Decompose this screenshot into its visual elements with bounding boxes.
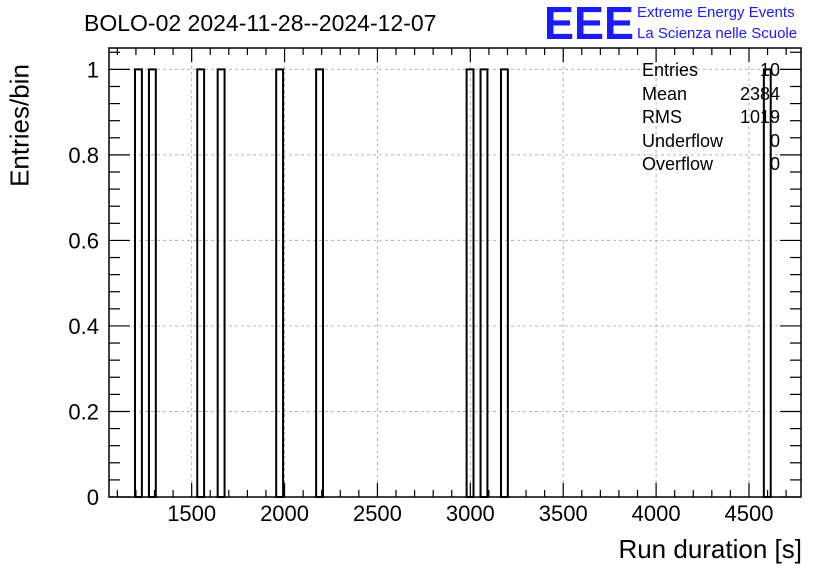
x-axis-label: Run duration [s] xyxy=(618,534,802,564)
stat-label: RMS xyxy=(642,107,682,127)
plot-frame xyxy=(108,47,802,498)
y-tick-label: 1 xyxy=(87,57,99,82)
stat-label: Overflow xyxy=(642,154,714,174)
eee-logo: EEE xyxy=(544,2,634,42)
stat-row-overflow: Overflow 0 xyxy=(642,154,780,178)
y-tick-label: 0.8 xyxy=(68,143,99,168)
y-axis-label: Entries/bin xyxy=(4,64,35,187)
stat-value: 2384 xyxy=(739,83,780,104)
logo-line-1: Extreme Energy Events xyxy=(637,4,795,21)
stat-label: Underflow xyxy=(642,130,724,151)
histogram-bar xyxy=(134,68,143,498)
axis-tick-labels: 1500 2000 2500 3000 3500 4000 4500 0 0.2 0.4 0.6 0.… xyxy=(68,57,773,526)
stat-value: 0 xyxy=(769,154,780,174)
logo-line-2: La Scienza nelle Scuole xyxy=(637,25,798,42)
histogram-bar xyxy=(499,68,509,498)
y-tick-label: 0 xyxy=(87,485,99,510)
histogram-bar xyxy=(275,68,285,498)
x-tick-label: 4500 xyxy=(725,501,774,526)
histogram-bar xyxy=(315,68,325,498)
y-tick-label: 0.6 xyxy=(68,228,99,253)
stat-label: Entries xyxy=(642,60,699,80)
stat-row-entries: Entries 10 xyxy=(642,60,780,84)
axis-ticks xyxy=(109,48,801,498)
histogram-bar xyxy=(196,68,206,498)
x-tick-label: 2500 xyxy=(353,501,402,526)
stat-value: 1019 xyxy=(739,107,780,127)
stat-value: 10 xyxy=(759,60,780,80)
histogram-bar xyxy=(216,68,226,498)
x-tick-label: 2000 xyxy=(260,501,309,526)
stats-box: Entries 10 Mean 2384 RMS 1019 Underflow … xyxy=(642,60,780,178)
stat-row-rms: RMS 1019 xyxy=(642,107,780,131)
x-tick-label: 3000 xyxy=(446,501,495,526)
x-tick-label: 3500 xyxy=(539,501,588,526)
stat-label: Mean xyxy=(642,83,688,104)
stat-row-underflow: Underflow 0 xyxy=(642,131,780,155)
x-tick-label: 1500 xyxy=(167,501,216,526)
logo-text: EEE xyxy=(544,2,634,42)
stat-value: 0 xyxy=(769,130,780,151)
histogram-bar xyxy=(479,68,489,498)
histogram-bar xyxy=(147,68,157,498)
stat-row-mean: Mean 2384 xyxy=(642,84,780,108)
y-tick-label: 0.4 xyxy=(68,314,99,339)
y-tick-label: 0.2 xyxy=(68,399,99,424)
chart-title: BOLO-02 2024-11-28--2024-12-07 xyxy=(84,10,437,36)
x-tick-label: 4000 xyxy=(632,501,681,526)
